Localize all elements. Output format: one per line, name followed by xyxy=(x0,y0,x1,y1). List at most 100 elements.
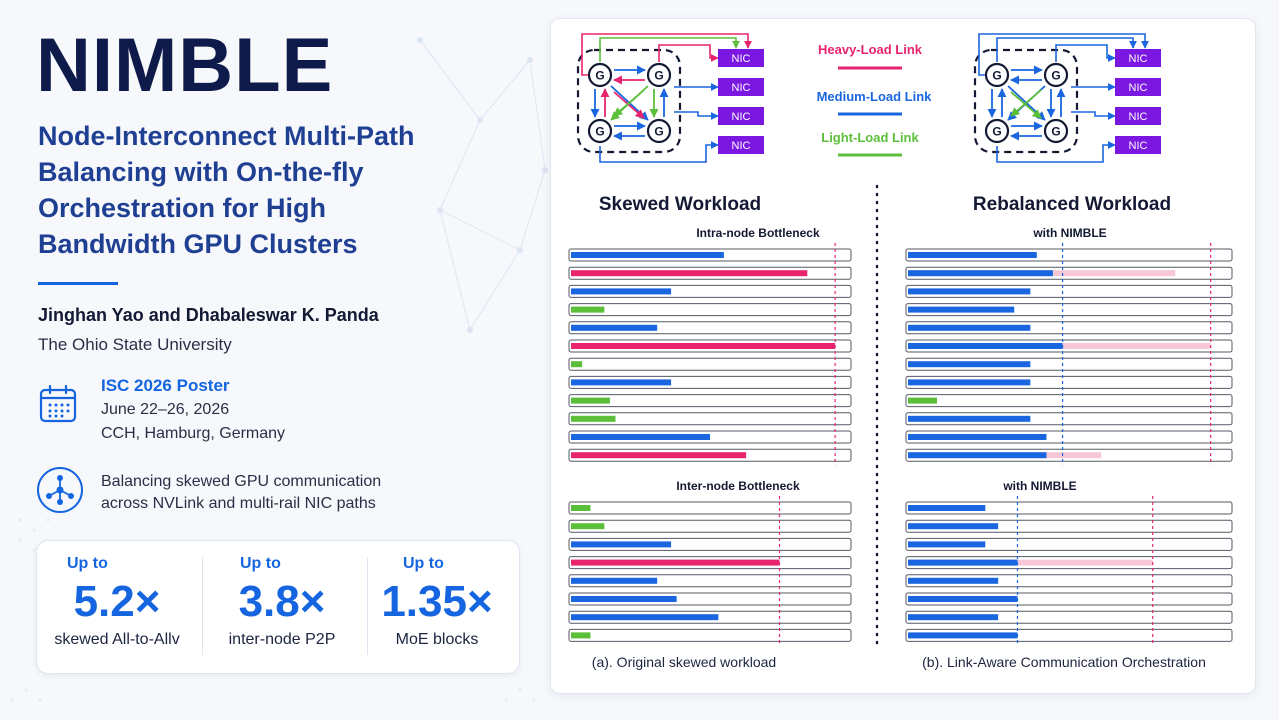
gpu-label: G xyxy=(992,125,1001,139)
nic-box xyxy=(1115,49,1161,67)
gpu-label: G xyxy=(654,69,663,83)
bar-chart-1 xyxy=(905,243,1233,466)
bar-fill xyxy=(908,288,1031,295)
stat-label: inter-node P2P xyxy=(228,631,336,648)
gpu-node xyxy=(1043,62,1069,88)
bar-chart-2 xyxy=(568,496,852,646)
bar-fill xyxy=(571,343,836,349)
event-location: CCH, Hamburg, Germany xyxy=(101,425,286,442)
route-to-nic xyxy=(599,37,740,62)
bar-track xyxy=(905,501,1233,515)
bar-fill xyxy=(571,361,583,368)
stat-value: 1.35× xyxy=(381,577,493,626)
bar-fill xyxy=(571,324,658,331)
nic-label: NIC xyxy=(1129,140,1148,152)
nic-label: NIC xyxy=(1129,53,1148,65)
route-to-nic xyxy=(658,44,719,62)
bar-fill xyxy=(571,288,672,295)
gpu-label: G xyxy=(1051,69,1060,83)
calendar-icon xyxy=(39,384,77,423)
bar-track xyxy=(905,537,1233,551)
stat-value: 5.2× xyxy=(73,577,161,626)
gpu-node xyxy=(587,118,613,144)
stat-moe-blocks: Up to 1.35× MoE blocks xyxy=(357,541,517,673)
bar-track xyxy=(568,501,852,515)
stat-divider xyxy=(202,557,203,655)
bar-fill xyxy=(571,541,672,548)
bar-fill xyxy=(571,452,747,459)
bar-fill xyxy=(908,252,1037,258)
stat-label: MoE blocks xyxy=(395,631,479,648)
stat-prefix: Up to xyxy=(240,555,281,572)
route-to-nic xyxy=(978,33,1149,76)
affiliation: The Ohio State University xyxy=(38,335,232,354)
bar-fill xyxy=(908,397,937,404)
bar-fill xyxy=(908,324,1031,331)
bar-fill xyxy=(908,452,1047,459)
bar-fill xyxy=(571,596,677,602)
legend-heavy-label: Heavy-Load Link xyxy=(818,42,923,57)
topology-rebalanced: G G G G NIC NIC NIC NIC xyxy=(973,33,1161,163)
bar-fill xyxy=(571,379,672,386)
stat-divider xyxy=(367,557,368,655)
bar-fill xyxy=(571,614,719,621)
bar-fill xyxy=(908,361,1031,368)
event-date: June 22–26, 2026 xyxy=(101,401,230,418)
bar-fill xyxy=(908,523,999,530)
bar-chart-3 xyxy=(905,496,1233,646)
caption-b: (b). Link-Aware Communication Orchestrat… xyxy=(922,654,1206,670)
nic-label: NIC xyxy=(732,53,751,65)
bar-chart-0 xyxy=(568,243,852,466)
bar-fill xyxy=(908,577,999,584)
with-nimble-label-inter: with NIMBLE xyxy=(1002,479,1076,493)
stat-prefix: Up to xyxy=(403,555,444,572)
route-to-nic xyxy=(674,111,719,120)
route-to-nic xyxy=(1055,44,1116,62)
intra-node-bottleneck-label: Intra-node Bottleneck xyxy=(696,226,820,240)
gpu-label: G xyxy=(595,125,604,139)
network-icon xyxy=(37,467,83,513)
stat-prefix: Up to xyxy=(67,555,108,572)
route-to-nic xyxy=(1071,111,1116,120)
bar-fill xyxy=(908,632,1018,639)
gpu-label: G xyxy=(992,69,1001,83)
bar-fill xyxy=(908,614,999,621)
gpu-label: G xyxy=(654,125,663,139)
bar-track xyxy=(568,519,852,533)
gpu-node xyxy=(587,62,613,88)
gpu-node xyxy=(984,118,1010,144)
bar-fill xyxy=(571,577,658,584)
nic-box xyxy=(1115,136,1161,154)
bar-original-load xyxy=(908,559,1153,566)
bar-track xyxy=(568,628,852,642)
bar-track xyxy=(905,394,1233,408)
caption-a: (a). Original skewed workload xyxy=(592,654,776,670)
bar-fill xyxy=(571,252,724,258)
bar-fill xyxy=(571,306,605,313)
inter-node-bottleneck-label: Inter-node Bottleneck xyxy=(676,479,800,493)
nic-label: NIC xyxy=(1129,82,1148,94)
bar-fill xyxy=(908,343,1063,349)
bar-fill xyxy=(571,523,605,530)
rebalanced-workload-title: Rebalanced Workload xyxy=(973,194,1171,215)
link-light xyxy=(1010,89,1042,117)
link-light xyxy=(1010,91,1042,119)
nic-box xyxy=(718,49,764,67)
gpu-node xyxy=(646,62,672,88)
stats-card: Up to 5.2× skewed All-to-Allv Up to 3.8×… xyxy=(36,540,520,674)
gpu-label: G xyxy=(1051,125,1060,139)
bar-fill xyxy=(571,505,591,511)
bar-fill xyxy=(571,397,610,404)
bar-fill xyxy=(571,270,808,277)
route-to-nic xyxy=(996,141,1116,163)
nic-label: NIC xyxy=(732,140,751,152)
bar-fill xyxy=(908,306,1015,313)
stat-all-to-allv: Up to 5.2× skewed All-to-Allv xyxy=(37,541,197,673)
poster-subtitle: Node-Interconnect Multi-Path Balancing w… xyxy=(38,121,415,259)
nic-box xyxy=(1115,78,1161,96)
gpu-node xyxy=(1043,118,1069,144)
nic-box xyxy=(1115,107,1161,125)
bar-fill xyxy=(908,270,1053,277)
title-divider xyxy=(38,282,118,285)
